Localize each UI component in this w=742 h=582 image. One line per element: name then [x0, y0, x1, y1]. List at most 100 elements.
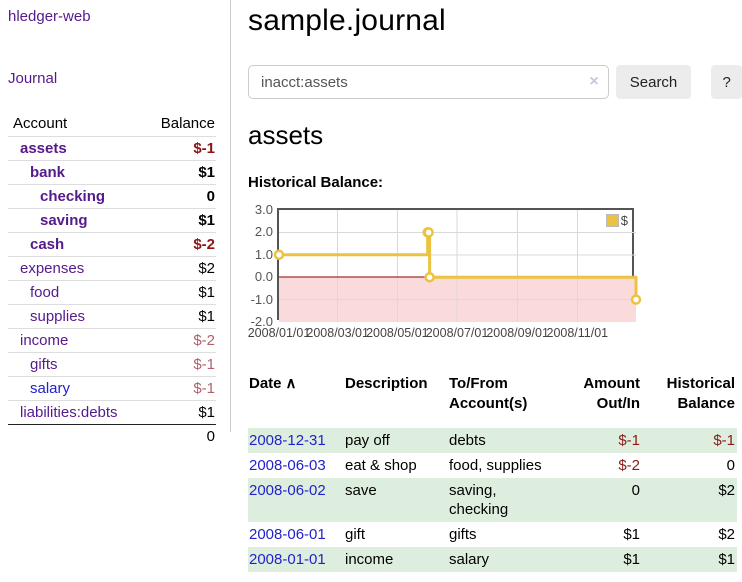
description-column-header: Description: [345, 375, 428, 392]
account-row: assets $-1: [8, 136, 216, 161]
x-axis-tick-label: 2008/07/01: [425, 326, 489, 340]
account-balance: $1: [142, 208, 216, 233]
clear-search-icon[interactable]: ×: [589, 73, 599, 90]
transaction-amount-cell: $-1: [618, 432, 640, 449]
account-balance: $2: [142, 256, 216, 281]
transaction-balance-cell: $-1: [713, 432, 735, 449]
account-row: checking 0: [8, 184, 216, 209]
balance-column-header: Balance: [160, 115, 215, 132]
x-axis-tick-label: 2008/01/01: [247, 326, 311, 340]
balance-column-header-main: Historical Balance: [666, 375, 735, 412]
account-row: gifts $-1: [8, 352, 216, 377]
historical-balance-chart: $ 3.0 2.0 1.0 0.0 -1.0 -2.0 2008/01/01 2008/03/…: [248, 202, 742, 354]
transaction-date-cell: 2008-01-01: [248, 547, 344, 572]
account-link-cash[interactable]: cash: [30, 236, 65, 253]
transaction-amount-cell: 0: [631, 482, 640, 499]
account-balance: $-1: [142, 376, 216, 401]
account-link-saving[interactable]: saving: [40, 212, 88, 229]
legend-swatch-icon: [605, 214, 619, 227]
transaction-date-cell: 2008-06-01: [248, 522, 344, 547]
search-button[interactable]: Search: [615, 65, 692, 99]
transaction-date-link[interactable]: 2008-06-02: [249, 482, 326, 499]
account-link-expenses[interactable]: expenses: [20, 260, 85, 277]
account-link-assets[interactable]: assets: [20, 140, 67, 157]
transaction-date-link[interactable]: 2008-12-31: [249, 432, 326, 449]
account-link-food[interactable]: food: [30, 284, 60, 301]
y-axis-tick-label: -2.0: [250, 314, 273, 329]
account-balance: $-1: [142, 352, 216, 377]
transaction-row: 2008-01-01 income salary $1 $1: [248, 547, 737, 572]
account-row: bank $1: [8, 160, 216, 185]
account-row: income $-2: [8, 328, 216, 353]
transaction-balance-cell: $1: [718, 551, 735, 568]
accounts-column-header: To/From Account(s): [449, 375, 528, 412]
account-balance: 0: [142, 184, 216, 209]
account-balance: $-2: [142, 328, 216, 353]
transaction-balance-cell: $2: [718, 482, 735, 499]
transaction-row: 2008-12-31 pay off debts $-1 $-1: [248, 428, 737, 453]
account-link-gifts[interactable]: gifts: [30, 356, 58, 373]
transaction-accounts-cell: food, supplies: [449, 457, 542, 474]
chart-legend: $: [604, 213, 629, 228]
chart-plot-area: $ 3.0 2.0 1.0 0.0 -1.0 -2.0 2008/01/01 2008/03/…: [248, 202, 642, 340]
app-title-link[interactable]: hledger-web: [8, 8, 91, 25]
chart-title: Historical Balance:: [248, 174, 384, 191]
account-balance: $-2: [142, 232, 216, 257]
account-row: supplies $1: [8, 304, 216, 329]
account-name-cell: cash: [8, 232, 143, 257]
transaction-accounts-cell: debts: [449, 432, 486, 449]
account-name-cell: expenses: [8, 256, 143, 281]
account-balance: $-1: [142, 136, 216, 161]
account-link-salary[interactable]: salary: [30, 380, 71, 397]
transaction-balance-cell: $2: [718, 526, 735, 543]
transaction-date-link[interactable]: 2008-01-01: [249, 551, 326, 568]
transaction-row: 2008-06-03 eat & shop food, supplies $-2 0: [248, 453, 737, 478]
x-axis-tick-label: 2008/03/01: [306, 326, 369, 340]
search-input[interactable]: [248, 65, 609, 99]
account-name-cell: income: [8, 328, 143, 353]
accounts-table-header: Account Balance: [8, 112, 216, 137]
account-row: salary $-1: [8, 376, 216, 401]
date-column-header[interactable]: Date ∧: [249, 375, 297, 392]
x-axis-tick-label: 2008/09/01: [486, 326, 549, 340]
account-link-bank[interactable]: bank: [30, 164, 66, 181]
x-axis-tick-label: 2008/11/01: [546, 326, 609, 340]
legend-label: $: [620, 213, 628, 228]
sidebar-nav: Journal: [8, 70, 230, 88]
transaction-description-cell: save: [345, 482, 377, 499]
transaction-date-link[interactable]: 2008-06-03: [249, 457, 326, 474]
accounts-total-spacer: [8, 424, 143, 448]
accounts-total-balance: 0: [142, 424, 216, 448]
transaction-date-cell: 2008-06-03: [248, 453, 344, 478]
transaction-date-link[interactable]: 2008-06-01: [249, 526, 326, 543]
account-link-checking[interactable]: checking: [40, 188, 106, 205]
account-name-cell: food: [8, 280, 143, 305]
sidebar-item-journal[interactable]: Journal: [8, 70, 58, 87]
transaction-description-cell: gift: [345, 526, 366, 543]
transaction-amount-cell: $1: [623, 526, 640, 543]
account-row: food $1: [8, 280, 216, 305]
account-link-supplies[interactable]: supplies: [30, 308, 86, 325]
main-content: sample.journal × Search ? assets Histori…: [248, 0, 742, 572]
account-name-cell: salary: [8, 376, 143, 401]
account-name-cell: bank: [8, 160, 143, 185]
transactions-table: Date ∧ Description To/From Account(s) Amo…: [248, 372, 737, 572]
y-axis-tick-label: 0.0: [254, 269, 273, 285]
transaction-balance-cell: 0: [726, 457, 735, 474]
search-box: ×: [248, 65, 609, 99]
account-link-income[interactable]: income: [20, 332, 69, 349]
transaction-row: 2008-06-02 save saving, checking 0 $2: [248, 478, 737, 522]
y-axis-tick-label: 1.0: [254, 246, 273, 262]
account-row: liabilities:debts $1: [8, 400, 216, 425]
help-button[interactable]: ?: [711, 65, 742, 99]
account-link-liabilities-debts[interactable]: liabilities:debts: [20, 404, 118, 421]
account-row: expenses $2: [8, 256, 216, 281]
accounts-total-row: 0: [8, 424, 216, 448]
account-name-cell: gifts: [8, 352, 143, 377]
y-axis-tick-label: -1.0: [250, 291, 273, 307]
transaction-date-cell: 2008-12-31: [248, 428, 344, 453]
transaction-description-cell: pay off: [345, 432, 390, 449]
account-name-cell: assets: [8, 136, 143, 161]
transaction-accounts-cell: saving, checking: [449, 482, 509, 518]
transaction-row: 2008-06-01 gift gifts $1 $2: [248, 522, 737, 547]
